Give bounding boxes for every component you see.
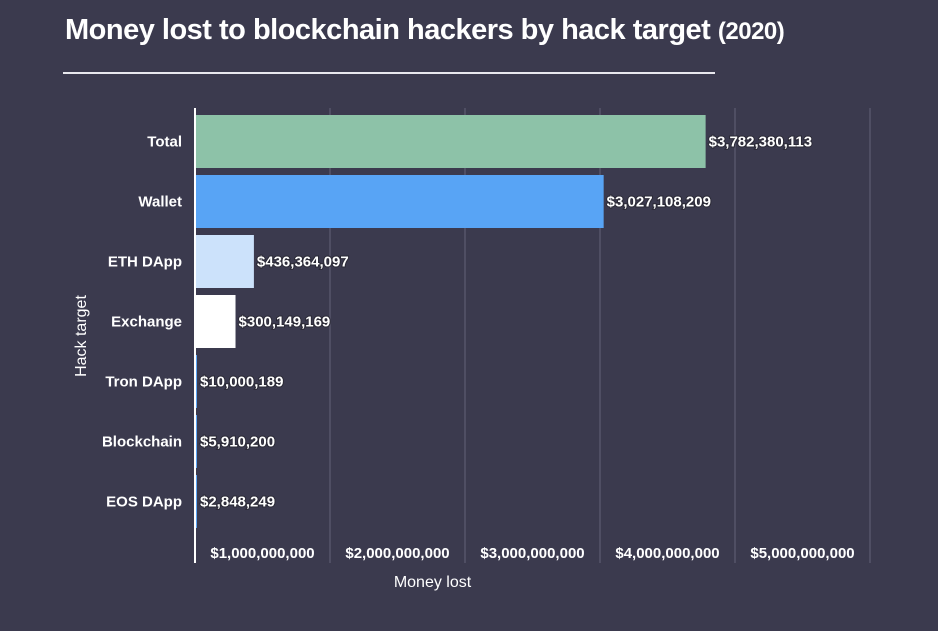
- value-label: $10,000,189: [200, 374, 283, 391]
- category-label: Exchange: [111, 314, 182, 331]
- value-label: $3,782,380,113: [709, 134, 812, 151]
- x-tick-label: $5,000,000,000: [750, 545, 854, 562]
- category-label: Tron DApp: [105, 374, 182, 391]
- category-label: Total: [147, 134, 182, 151]
- category-labels: Total Wallet ETH DApp Exchange Tron DApp Bloc…: [102, 134, 182, 511]
- category-label: Blockchain: [102, 434, 182, 451]
- value-label: $300,149,169: [239, 314, 331, 331]
- title-divider: [63, 72, 715, 74]
- chart-title: Money lost to blockchain hackers by hack…: [65, 14, 785, 47]
- x-tick-label: $1,000,000,000: [210, 545, 314, 562]
- bar: [195, 295, 236, 348]
- category-label: ETH DApp: [108, 254, 182, 271]
- bars: [195, 115, 706, 528]
- category-label: Wallet: [138, 194, 182, 211]
- value-label: $5,910,200: [200, 434, 275, 451]
- bar: [195, 175, 604, 228]
- x-axis-label: Money lost: [394, 574, 472, 591]
- bar: [195, 115, 706, 168]
- value-labels: $3,782,380,113 $3,027,108,209 $436,364,097…: [199, 133, 813, 512]
- x-tick-label: $4,000,000,000: [615, 545, 719, 562]
- value-label: $436,364,097: [257, 254, 349, 271]
- bar: [195, 235, 254, 288]
- chart-title-year: (2020): [717, 18, 785, 45]
- x-tick-label: $3,000,000,000: [480, 545, 584, 562]
- y-axis-label: Hack target: [73, 295, 90, 377]
- value-label: $3,027,108,209: [607, 194, 711, 211]
- category-label: EOS DApp: [106, 494, 182, 511]
- chart-title-text: Money lost to blockchain hackers by hack…: [65, 14, 711, 46]
- x-tick-labels: $1,000,000,000 $2,000,000,000 $3,000,000,0…: [210, 545, 854, 562]
- x-tick-label: $2,000,000,000: [345, 545, 449, 562]
- value-label: $2,848,249: [200, 494, 275, 511]
